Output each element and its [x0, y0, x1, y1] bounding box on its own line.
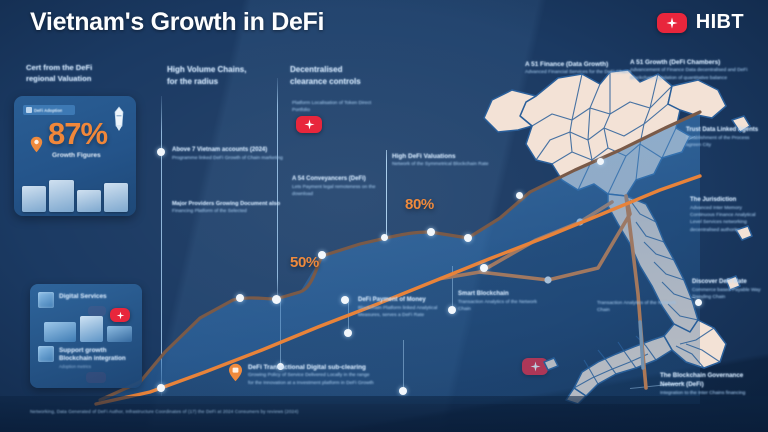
services-card: Digital Services Support growth Blockcha… — [30, 284, 142, 388]
grid-icon — [38, 292, 54, 308]
stat-card-value: 87% — [48, 116, 108, 151]
thumbnail — [103, 183, 128, 212]
pin-callout-body: Growing Policy of Service Delivered Loca… — [248, 373, 374, 386]
chart-node — [157, 384, 165, 392]
footer-caption: Networking, Data Generated of DeFi Autho… — [30, 409, 299, 414]
timeline-col-2-entry-2-title: A 54 Conveyancers (DeFi) — [292, 176, 366, 182]
timeline-col-3-heading: High DeFi Valuations Network of the Symm… — [392, 152, 512, 169]
stat-card-caption: Growth Figures — [52, 152, 101, 159]
chart-icon — [38, 346, 54, 362]
stat-card-thumbnails — [22, 178, 128, 212]
chart-node — [341, 296, 349, 304]
map-callout-2-body: Advancement of Finance Data decentralise… — [630, 68, 748, 81]
chart-annotation-left-body: Blockchain Platform linked Analytical Me… — [358, 305, 438, 319]
orange-pin-icon — [30, 136, 43, 153]
chart-node — [157, 148, 165, 156]
map-callout-2-title: A 51 Growth (DeFi Chambers) — [630, 59, 721, 66]
pin-callout: DeFi Transactional Digital sub-clearing … — [228, 363, 384, 387]
map-callout-4-title: The Jurisdiction — [690, 197, 737, 203]
pin-callout-title: DeFi Transactional Digital sub-clearing — [248, 364, 366, 371]
timeline-col-1-heading-text: High Volume Chains, for the radius — [167, 65, 247, 86]
map-callout-3-title: Trust Data Linked Agents — [686, 127, 759, 133]
services-card-row-2-sub: Blockchain integration — [59, 355, 126, 363]
chip-mark-icon — [26, 107, 32, 113]
chart-annotation-mid: Smart Blockchain Transaction Analytics o… — [458, 290, 550, 313]
chart-node — [272, 295, 281, 304]
map-callout-5-title: Discover DeFi Rate — [692, 279, 747, 285]
chart-node — [597, 158, 604, 165]
footer-bar: Networking, Data Generated of DeFi Autho… — [0, 396, 768, 432]
thumbnail — [22, 186, 47, 212]
red-plus-badge-icon — [296, 116, 322, 133]
timeline-col-1-entry-1: Above 7 Vietnam accounts (2024) Programm… — [172, 146, 304, 162]
stat-card-chip-label: DeFi Adoption — [34, 107, 63, 113]
map-callout-5-body: Commerce based Payable Way Trending Chai… — [692, 287, 761, 301]
services-card-row-2: Support growth Blockchain integration Ad… — [38, 346, 136, 371]
chart-annotation-left: DeFi Payment of Money Blockchain Platfor… — [358, 296, 454, 319]
map-callout-7: Transaction Analytics of the Network Cha… — [597, 300, 681, 315]
services-card-row-1: Digital Services — [38, 292, 136, 308]
chart-node — [464, 234, 472, 242]
thumbnail — [49, 180, 74, 212]
map-callout-4-body: Advanced Inter Memory Continuous Finance… — [690, 205, 756, 233]
chart-annotation-left-title: DeFi Payment of Money — [358, 297, 426, 303]
timeline-col-2-heading-text: Decentralised clearance controls — [290, 65, 361, 86]
chart-node — [427, 228, 435, 236]
red-plus-badge-icon — [110, 308, 130, 322]
stat-card-heading-line1: Cert from the DeFi regional Valuation — [26, 63, 93, 83]
orange-map-pin-icon — [229, 363, 242, 382]
stat-card-adoption: DeFi Adoption 87% Growth Figures — [14, 96, 136, 216]
pen-icon — [114, 106, 124, 131]
brand-logo[interactable]: HIBT — [656, 11, 744, 34]
timeline-col-1-entry-2: Major Providers Growing Document also Fi… — [172, 200, 302, 215]
chart-annotation-mid-body: Transaction Analytics of the Network Cha… — [458, 299, 537, 313]
stat-card-chip: DeFi Adoption — [23, 105, 75, 115]
chart-node — [236, 294, 244, 302]
timeline-col-3-heading-text: High DeFi Valuations — [392, 153, 456, 160]
services-card-row-2-title: Support growth — [59, 347, 107, 354]
page-title: Vietnam's Growth in DeFi — [30, 8, 325, 36]
plus-glyph-icon — [666, 16, 678, 29]
chart-label-80: 80% — [405, 196, 434, 213]
stat-card-heading: Cert from the DeFi regional Valuation — [26, 62, 146, 84]
pin-callout-text: DeFi Transactional Digital sub-clearing … — [248, 363, 384, 387]
plus-glyph-icon — [116, 311, 124, 319]
services-card-row-2-text: Support growth Blockchain integration Ad… — [59, 346, 126, 371]
chart-node — [399, 387, 407, 395]
timeline-col-2-heading: Decentralised clearance controls — [290, 64, 408, 87]
timeline-col-1-entry-2-title: Major Providers Growing Document also — [172, 201, 281, 207]
map-callout-6-title: The Blockchain Governance Network (DeFi) — [660, 372, 744, 388]
timeline-col-2-entry-2: A 54 Conveyancers (DeFi) Lets Payment le… — [292, 175, 396, 198]
red-plus-badge-icon — [656, 12, 687, 33]
map-callout-2: A 51 Growth (DeFi Chambers) Advancement … — [630, 58, 756, 82]
brand-name: HIBT — [695, 11, 744, 33]
timeline-col-2-entry-1: Platform Localisation of Token Direct Po… — [292, 100, 388, 115]
map-callout-4: The Jurisdiction Advanced Inter Memory C… — [690, 196, 764, 234]
timeline-col-1-entry-2-body: Financing Platform of the Selected — [172, 209, 247, 215]
chart-node — [381, 234, 388, 241]
timeline-col-1-heading: High Volume Chains, for the radius — [167, 64, 277, 87]
map-callout-5: Discover DeFi Rate Commerce based Payabl… — [692, 278, 764, 301]
services-card-row-1-title: Digital Services — [59, 293, 107, 300]
timeline-col-1-entry-1-body: Programme linked DeFi Growth of Chain ma… — [172, 155, 283, 161]
map-callout-3-body: Establishment of the Process agreen City — [686, 135, 750, 149]
map-callout-6: The Blockchain Governance Network (DeFi)… — [660, 372, 764, 397]
plus-glyph-icon — [303, 119, 315, 130]
timeline-col-2-entry-2-body: Lets Payment legal remoteness on the dow… — [292, 184, 376, 198]
chart-node — [318, 251, 326, 259]
chart-annotation-mid-title: Smart Blockchain — [458, 291, 509, 297]
chart-node — [516, 192, 523, 199]
timeline-col-2-entry-1-title: Platform Localisation of Token Direct Po… — [292, 101, 372, 114]
map-callout-7-body: Transaction Analytics of the Network Cha… — [597, 301, 676, 314]
timeline-col-3-entry-1-body: Network of the Symmetrical Blockchain Ra… — [392, 162, 489, 168]
header-bar: Vietnam's Growth in DeFi HIBT — [0, 0, 768, 48]
thumbnail — [76, 190, 101, 212]
map-callout-3: Trust Data Linked Agents Establishment o… — [686, 126, 764, 149]
chart-node — [480, 264, 488, 272]
timeline-col-1-entry-1-title: Above 7 Vietnam accounts (2024) — [172, 147, 268, 153]
services-card-row-2-caption: Adoption metrics — [59, 364, 92, 370]
chart-node — [344, 329, 352, 337]
chart-label-50: 50% — [290, 254, 319, 271]
